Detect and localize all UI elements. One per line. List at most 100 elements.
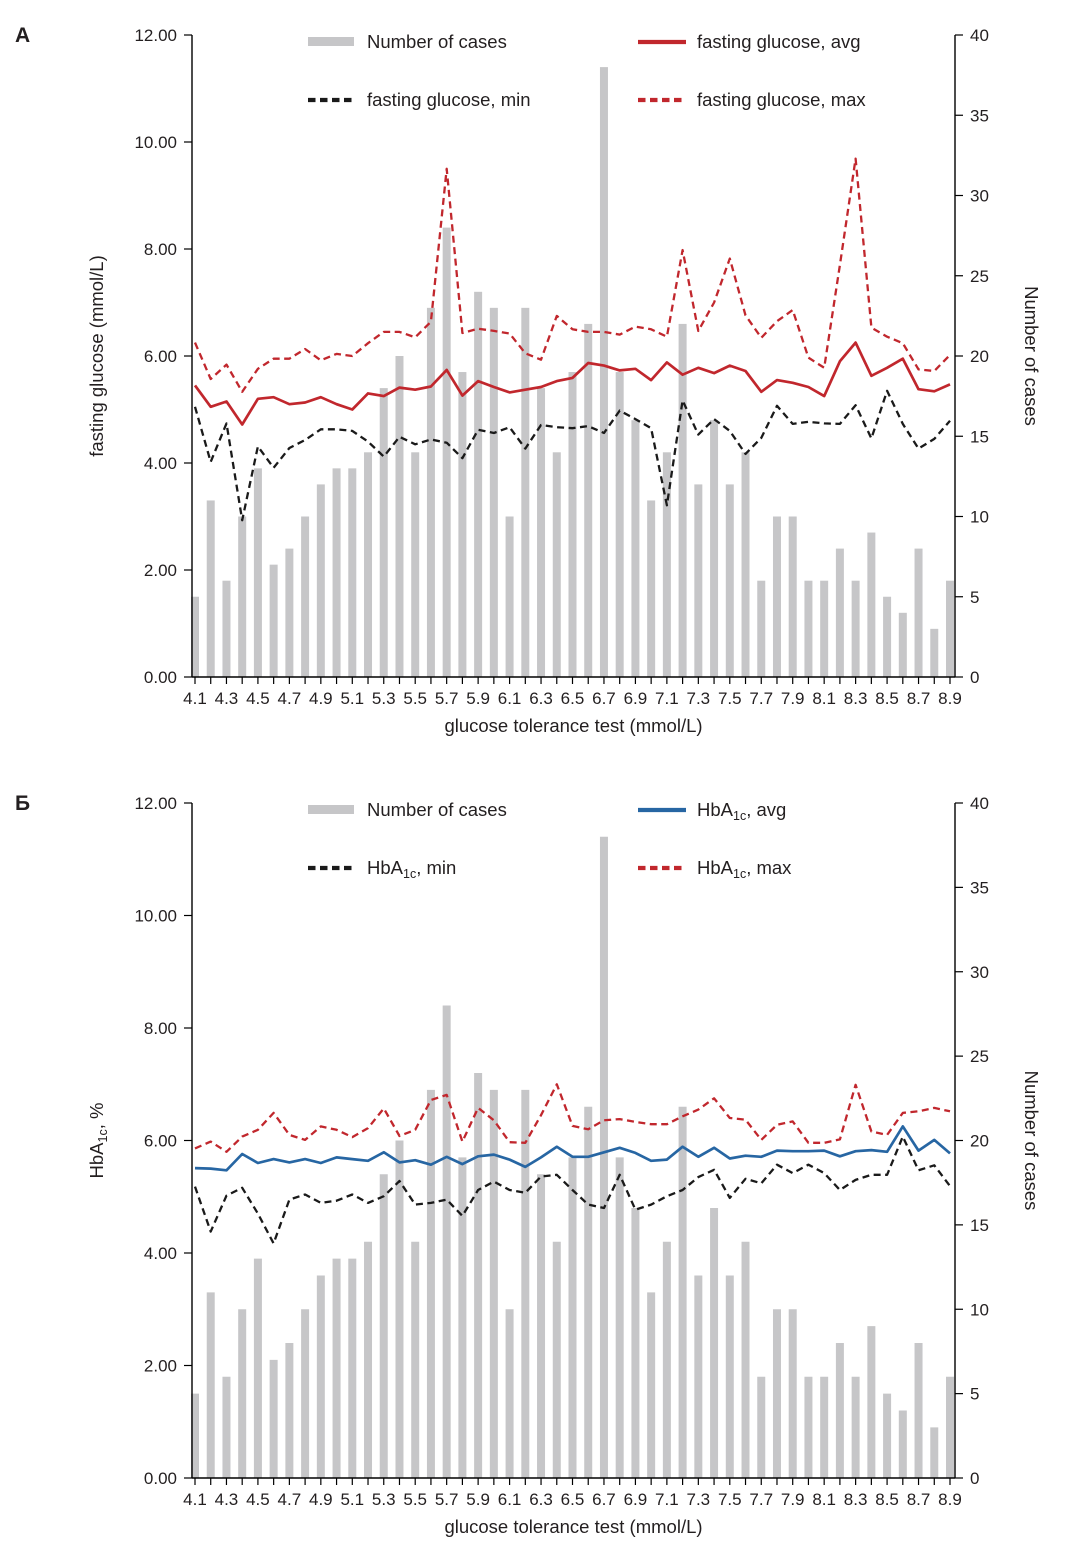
y-left-axis-title: HbA1c, % <box>86 1103 110 1179</box>
bar <box>568 1157 577 1478</box>
line-fasting-glucose-min <box>193 389 951 522</box>
bar <box>489 1089 498 1478</box>
legend-label: Number of cases <box>367 31 507 52</box>
bar <box>647 1292 656 1478</box>
x-tick-label: 7.9 <box>781 1490 805 1509</box>
bar <box>725 484 734 677</box>
bar <box>820 580 829 677</box>
y-left-tick-label: 2.00 <box>144 561 177 580</box>
x-tick-label: 5.5 <box>403 1490 427 1509</box>
bar <box>222 580 231 677</box>
x-tick-label: 7.3 <box>687 689 711 708</box>
legend: Number of cases fasting glucose, avg fasti… <box>308 31 866 110</box>
x-tick-label: 7.5 <box>718 1490 742 1509</box>
legend-item: Number of cases <box>308 799 507 820</box>
legend-item: fasting glucose, min <box>308 89 531 110</box>
bar <box>898 612 907 677</box>
bar <box>883 596 892 677</box>
bar <box>741 1241 750 1478</box>
x-tick-label: 8.9 <box>938 1490 962 1509</box>
bar <box>867 532 876 677</box>
bar <box>364 452 373 677</box>
bar <box>269 564 278 677</box>
x-tick-label: 4.3 <box>215 689 239 708</box>
bar <box>521 1089 530 1478</box>
bar <box>662 1241 671 1478</box>
bar <box>285 1343 294 1478</box>
bar <box>364 1241 373 1478</box>
y-left-tick-label: 0.00 <box>144 1469 177 1488</box>
x-tick-label: 6.7 <box>592 1490 616 1509</box>
x-tick-label: 4.3 <box>215 1490 239 1509</box>
line-hba1c-avg <box>194 1125 951 1172</box>
panel-b-label: Б <box>15 792 31 815</box>
y-right-tick-label: 40 <box>970 26 989 45</box>
bar <box>678 323 687 677</box>
bar <box>238 516 247 677</box>
bar <box>694 484 703 677</box>
y-left-tick-label: 6.00 <box>144 347 177 366</box>
bar <box>552 452 561 677</box>
y-left-axis-title: fasting glucose (mmol/L) <box>86 255 107 457</box>
y-right-tick-label: 20 <box>970 347 989 366</box>
bar <box>253 1258 262 1478</box>
bar <box>757 1376 766 1478</box>
bar <box>710 420 719 677</box>
bar <box>411 1241 420 1478</box>
x-tick-label: 5.1 <box>340 689 364 708</box>
bar <box>521 307 530 677</box>
bar <box>788 516 797 677</box>
panel-a: 0.00 2.00 4.00 6.00 8.00 10.00 12.00 0 5 10 15 20 25… <box>86 26 1042 736</box>
x-tick-label: 5.3 <box>372 689 396 708</box>
x-tick-label: 8.5 <box>875 689 899 708</box>
y-right-tick-label: 15 <box>970 1216 989 1235</box>
panel-a-label: А <box>15 24 31 47</box>
y-right-tick-label: 5 <box>970 1385 979 1404</box>
bar <box>348 468 357 677</box>
y-right-tick-label: 40 <box>970 794 989 813</box>
line-fasting-glucose-avg <box>193 341 951 426</box>
x-tick-label: 4.9 <box>309 689 333 708</box>
x-tick-label: 6.1 <box>498 689 522 708</box>
legend-item: fasting glucose, max <box>638 89 866 110</box>
x-tick-label: 6.9 <box>624 689 648 708</box>
x-tick-label: 6.1 <box>498 1490 522 1509</box>
bar <box>741 452 750 677</box>
x-tick-label: 8.9 <box>938 689 962 708</box>
bar <box>206 500 215 677</box>
x-axis-title: glucose tolerance test (mmol/L) <box>444 1516 702 1537</box>
bar <box>820 1376 829 1478</box>
bar <box>615 372 624 677</box>
y-right-tick-label: 0 <box>970 1469 979 1488</box>
x-tick-label: 5.3 <box>372 1490 396 1509</box>
legend: Number of cases HbA1c, avg HbA1c, min HbA1c… <box>308 799 792 881</box>
y-right-tick-label: 30 <box>970 187 989 206</box>
bar <box>238 1309 247 1478</box>
bar <box>898 1410 907 1478</box>
bar <box>930 1427 939 1478</box>
x-tick-label: 8.3 <box>844 689 868 708</box>
y-left-tick-label: 12.00 <box>134 794 177 813</box>
x-tick-label: 7.1 <box>655 1490 679 1509</box>
bar <box>442 1005 451 1478</box>
bar <box>851 580 860 677</box>
bar <box>835 1343 844 1478</box>
bar <box>584 1106 593 1478</box>
bar <box>474 291 483 677</box>
y-right-tick-label: 35 <box>970 106 989 125</box>
bar <box>379 388 388 677</box>
y-left-tick-label: 8.00 <box>144 240 177 259</box>
y-right-tick-label: 5 <box>970 588 979 607</box>
y-left-tick-label: 2.00 <box>144 1357 177 1376</box>
x-tick-label: 8.3 <box>844 1490 868 1509</box>
bar <box>379 1174 388 1478</box>
bar <box>191 596 199 677</box>
bar <box>662 452 671 677</box>
x-tick-label: 8.5 <box>875 1490 899 1509</box>
legend-item: HbA1c, avg <box>638 799 786 823</box>
bar <box>772 516 781 677</box>
x-tick-label: 4.7 <box>278 689 302 708</box>
bar <box>914 1343 923 1478</box>
y-right-tick-label: 30 <box>970 963 989 982</box>
legend-label: fasting glucose, max <box>697 89 866 110</box>
